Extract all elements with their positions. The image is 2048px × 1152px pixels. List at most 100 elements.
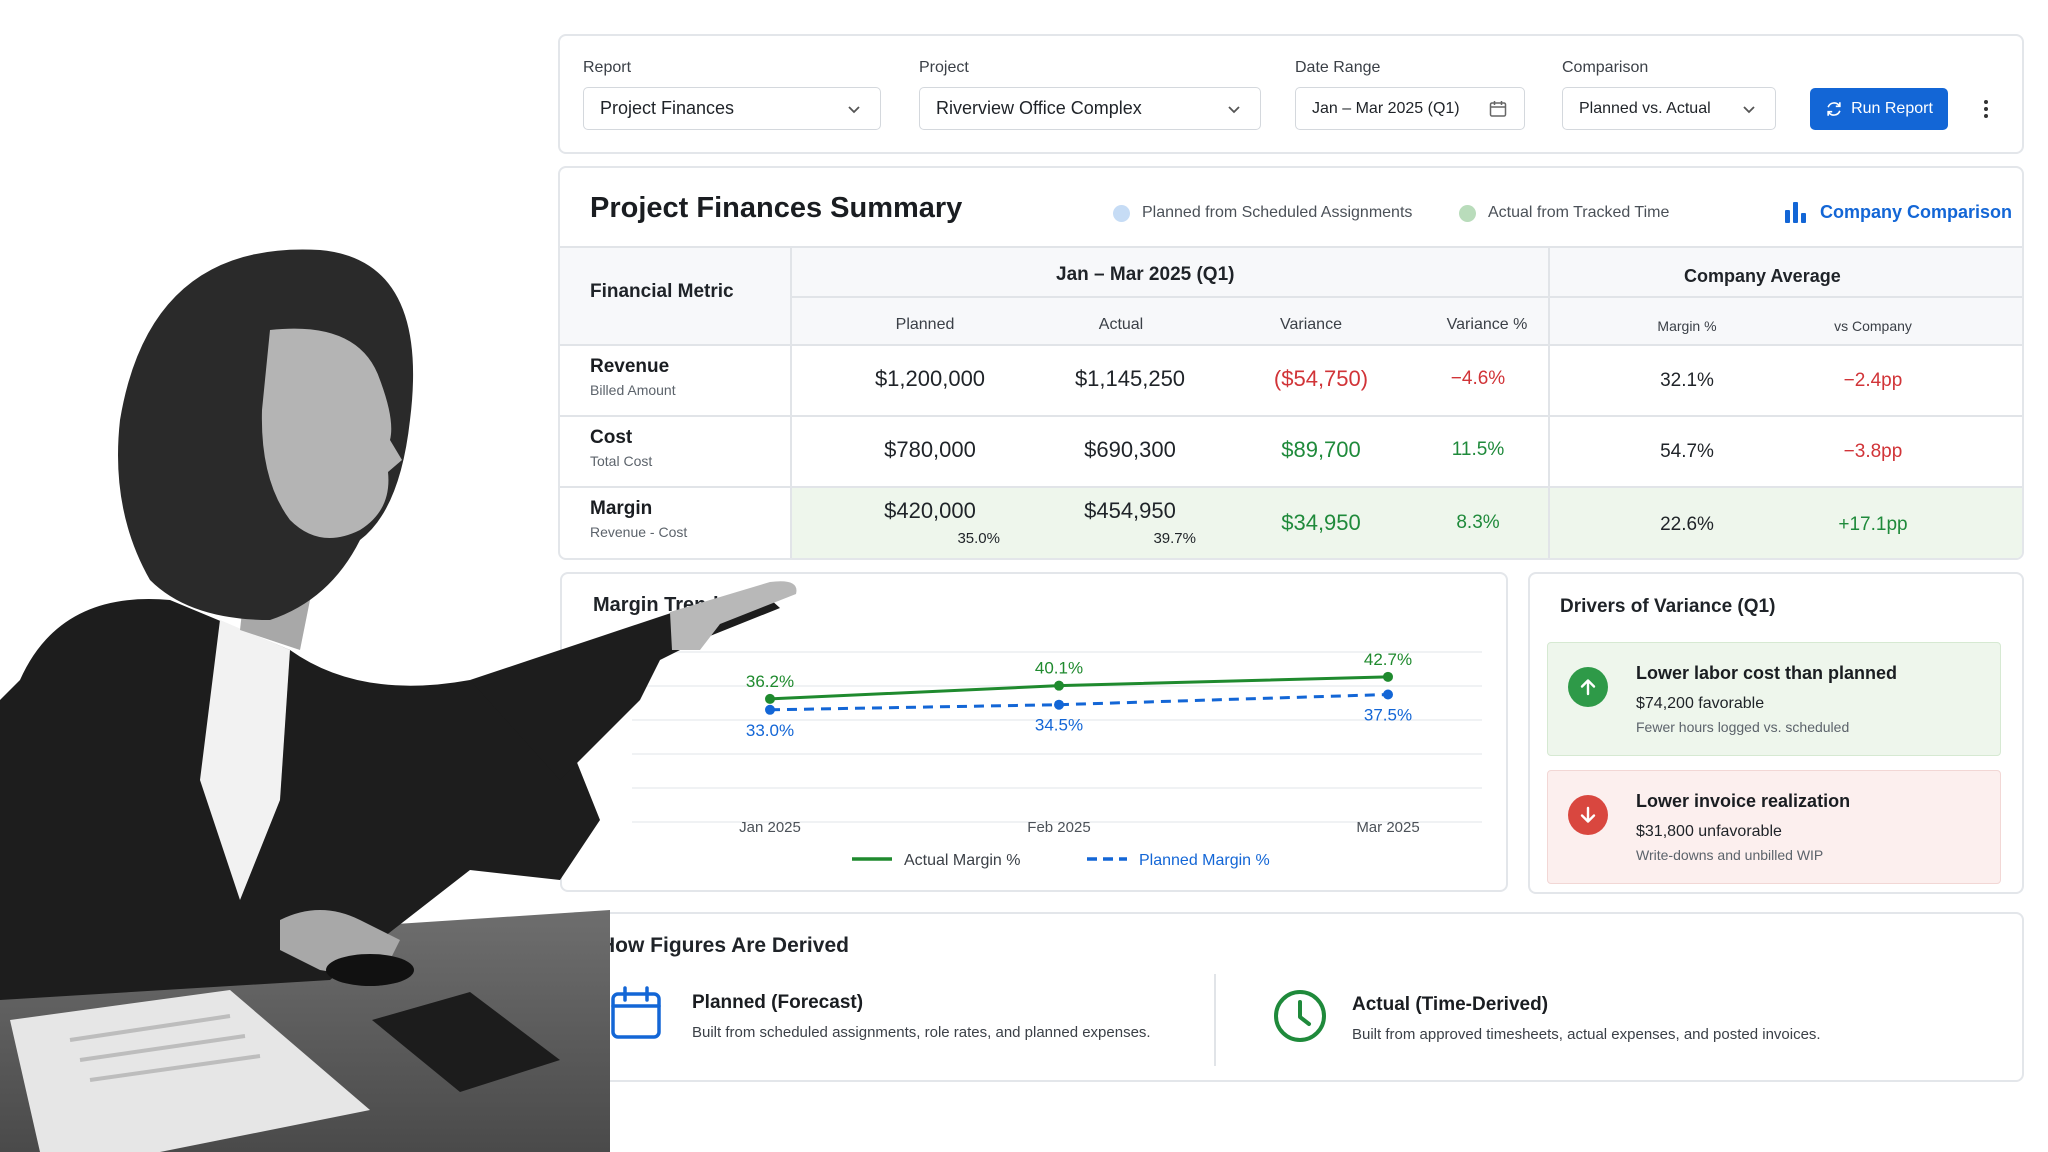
calendar-icon [611, 986, 661, 1039]
revenue-vs-company: −2.4pp [1843, 370, 1903, 391]
project-select-value: Riverview Office Complex [936, 98, 1142, 118]
series-line-planned [769, 693, 1389, 712]
actual-dot-icon [1459, 204, 1476, 222]
data-label: 33.0% [746, 721, 794, 740]
row-name: Cost [590, 427, 633, 448]
driver-note: Fewer hours logged vs. scheduled [1636, 719, 1850, 735]
company-average-header: Company Average [1684, 266, 1841, 286]
revenue-margin-pct: 32.1% [1660, 370, 1714, 391]
margin-actual-pct: 39.7% [1153, 530, 1196, 547]
period-header: Jan – Mar 2025 (Q1) [1056, 264, 1235, 285]
table-header-bg [560, 246, 2022, 344]
summary-title: Project Finances Summary [590, 192, 963, 224]
row-desc: Revenue - Cost [590, 524, 688, 540]
date-range-picker[interactable]: Jan – Mar 2025 (Q1) [1295, 87, 1525, 130]
row-desc: Total Cost [590, 453, 653, 469]
actual-description: Built from approved timesheets, actual e… [1352, 1026, 1821, 1043]
more-options-icon[interactable] [1978, 96, 1994, 122]
date-range-value: Jan – Mar 2025 (Q1) [1312, 99, 1460, 117]
report-select-value: Project Finances [600, 98, 735, 118]
driver-value: $31,800 unfavorable [1636, 823, 1782, 840]
comparison-select[interactable]: Planned vs. Actual [1562, 87, 1776, 130]
run-report-button[interactable]: Run Report [1810, 88, 1948, 130]
chevron-down-icon [1228, 105, 1240, 113]
chevron-down-icon [1743, 105, 1755, 113]
report-label: Report [583, 59, 632, 76]
revenue-variance: ($54,750) [1273, 366, 1369, 391]
paper-document [10, 990, 370, 1152]
drivers-title: Drivers of Variance (Q1) [1560, 596, 1776, 617]
legend-actual-label: Actual from Tracked Time [1488, 204, 1670, 221]
planned-col-header: Planned [895, 316, 955, 333]
cost-margin-pct: 54.7% [1660, 441, 1714, 462]
table-row-label-cost: Cost Total Cost [590, 427, 652, 469]
series-line-actual [769, 675, 1389, 701]
jacket [0, 599, 600, 1000]
company-comparison-link[interactable]: Company Comparison [1784, 200, 2012, 224]
actual-heading: Actual (Time-Derived) [1352, 994, 1549, 1015]
margin-actual: $454,950 [1084, 498, 1176, 523]
data-point [765, 693, 775, 704]
report-filter-bar: Report Project Finances Project Rivervie… [558, 34, 2024, 154]
margin-margin-pct: 22.6% [1660, 514, 1714, 535]
data-label: 34.5% [1035, 716, 1083, 735]
pointing-hand [670, 581, 797, 650]
drivers-card: Drivers of Variance (Q1) Lower labor cos… [1528, 572, 2024, 894]
cost-actual: $690,300 [1084, 437, 1176, 462]
data-point [765, 704, 775, 715]
row-desc: Billed Amount [590, 382, 676, 398]
planned-dot-icon [1113, 204, 1130, 222]
margin-planned: $420,000 [884, 498, 976, 523]
smartphone [372, 992, 560, 1092]
x-tick-label: Mar 2025 [1356, 819, 1419, 836]
project-select[interactable]: Riverview Office Complex [919, 87, 1261, 130]
refresh-icon [1827, 102, 1841, 116]
row-name: Revenue [590, 356, 670, 377]
legend-label: Actual Margin % [904, 852, 1021, 869]
comparison-select-value: Planned vs. Actual [1579, 99, 1711, 117]
cost-variance: $89,700 [1281, 437, 1361, 462]
data-point [1054, 680, 1064, 691]
project-label: Project [919, 59, 969, 76]
margin-variance-pct: 8.3% [1456, 512, 1500, 533]
financial-metric-header: Financial Metric [590, 281, 734, 302]
variance-pct-col-header: Variance % [1446, 316, 1528, 333]
data-label: 37.5% [1364, 706, 1412, 725]
legend-actual: Actual from Tracked Time [1459, 204, 1669, 222]
data-point [1383, 689, 1393, 700]
report-select[interactable]: Project Finances [583, 87, 881, 130]
table-row-label-margin: Margin Revenue - Cost [590, 498, 687, 540]
row-name: Margin [590, 498, 653, 519]
margin-variance: $34,950 [1281, 510, 1361, 535]
driver-heading: Lower invoice realization [1636, 791, 1851, 811]
arrow-up-icon [1568, 667, 1608, 707]
driver-item-labor[interactable]: Lower labor cost than planned $74,200 fa… [1547, 642, 2001, 756]
vs-company-col-header: vs Company [1834, 318, 1912, 334]
clock-icon [1274, 990, 1326, 1042]
data-label: 42.7% [1364, 650, 1412, 669]
revenue-planned: $1,200,000 [874, 366, 986, 391]
face [261, 328, 402, 538]
legend-planned: Planned from Scheduled Assignments [1113, 204, 1412, 222]
variance-col-header: Variance [1280, 316, 1342, 333]
driver-item-invoice[interactable]: Lower invoice realization $31,800 unfavo… [1547, 770, 2001, 884]
date-range-label: Date Range [1295, 59, 1381, 76]
data-label: 36.2% [746, 672, 794, 691]
presenter-photo [0, 249, 797, 1152]
data-point [1054, 699, 1064, 710]
company-comparison-label: Company Comparison [1820, 201, 2013, 222]
comparison-label: Comparison [1562, 59, 1649, 76]
table-row-label-revenue: Revenue Billed Amount [590, 356, 676, 398]
data-point [1383, 671, 1393, 682]
legend-planned-label: Planned from Scheduled Assignments [1142, 204, 1413, 221]
cost-planned: $780,000 [884, 437, 976, 462]
calendar-icon[interactable] [1488, 99, 1508, 119]
margin-pct-col-header: Margin % [1657, 318, 1717, 334]
computer-mouse [326, 954, 414, 986]
x-tick-label: Feb 2025 [1027, 819, 1090, 836]
margin-planned-pct: 35.0% [957, 530, 1000, 547]
run-report-label: Run Report [1851, 100, 1933, 117]
cost-variance-pct: 11.5% [1451, 439, 1505, 460]
